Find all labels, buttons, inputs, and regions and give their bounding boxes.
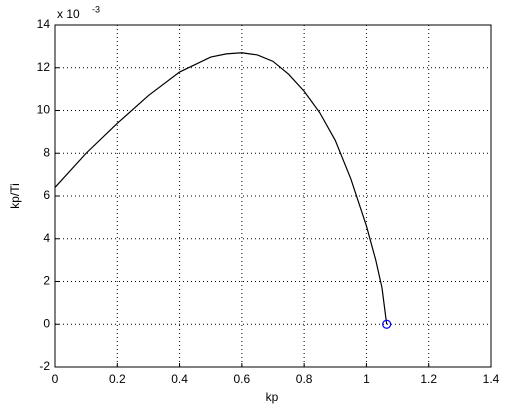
y-tick-label: 0: [43, 316, 50, 330]
y-multiplier-exponent: -3: [92, 4, 100, 14]
y-axis-label: kp/Ti: [8, 183, 22, 209]
x-tick-label: 1: [363, 372, 370, 386]
y-tick-label: 12: [37, 60, 51, 74]
y-tick-label: 2: [43, 274, 50, 288]
y-tick-label: 14: [37, 17, 51, 31]
x-tick-label: 0.8: [296, 372, 313, 386]
x-tick-label: 0.6: [234, 372, 251, 386]
y-tick-label: 6: [43, 188, 50, 202]
x-tick-label: 1.4: [483, 372, 500, 386]
marker: [382, 319, 392, 329]
x-axis-label: kp: [266, 390, 279, 404]
x-tick-label: 0: [52, 372, 59, 386]
y-multiplier-base: x 10: [57, 7, 80, 21]
x-tick-label: 0.2: [109, 372, 126, 386]
y-tick-label: 10: [37, 103, 51, 117]
line: [54, 52, 388, 325]
y-tick-label: 4: [43, 231, 50, 245]
y-tick-label: 8: [43, 145, 50, 159]
y-tick-label: -2: [39, 359, 50, 373]
plot-area: [54, 24, 492, 368]
x-tick-label: 0.4: [171, 372, 188, 386]
x-tick-label: 1.2: [420, 372, 437, 386]
